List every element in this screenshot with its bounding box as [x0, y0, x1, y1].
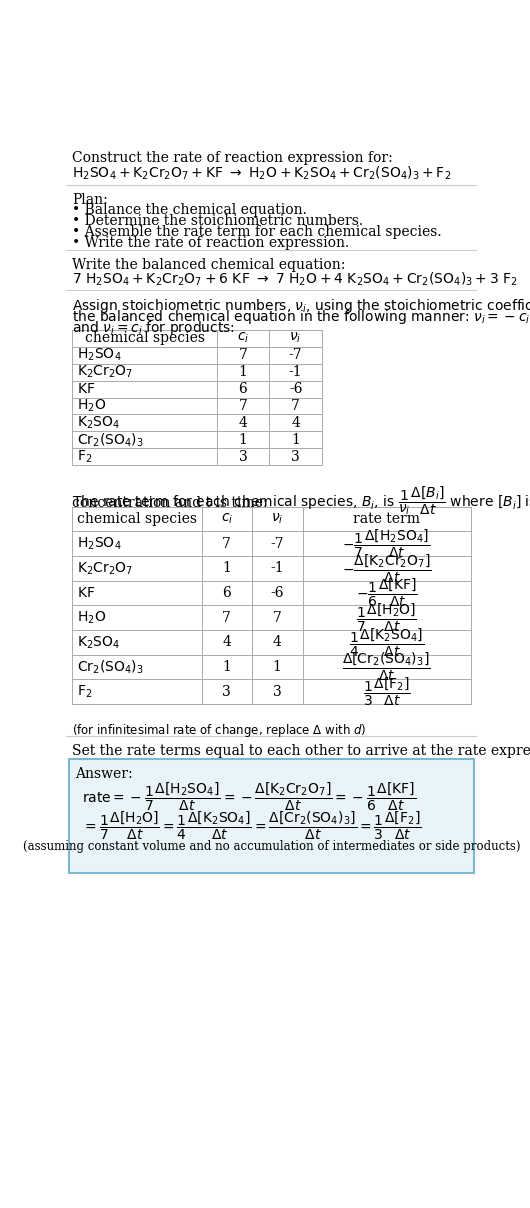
Text: $c_i$: $c_i$ [237, 331, 249, 345]
Text: 1: 1 [291, 432, 300, 447]
Text: chemical species: chemical species [77, 512, 197, 527]
Text: 3: 3 [222, 685, 231, 698]
Text: -1: -1 [289, 365, 303, 379]
Text: the balanced chemical equation in the following manner: $\nu_i = -c_i$ for react: the balanced chemical equation in the fo… [73, 308, 530, 326]
Text: -6: -6 [289, 382, 303, 396]
Text: (assuming constant volume and no accumulation of intermediates or side products): (assuming constant volume and no accumul… [23, 841, 520, 853]
Text: 7: 7 [222, 536, 231, 551]
Text: The rate term for each chemical species, $B_i$, is $\dfrac{1}{\nu_i}\dfrac{\Delt: The rate term for each chemical species,… [73, 483, 530, 517]
Text: $\mathrm{K_2Cr_2O_7}$: $\mathrm{K_2Cr_2O_7}$ [77, 561, 134, 576]
Text: $\mathrm{Cr_2(SO_4)_3}$: $\mathrm{Cr_2(SO_4)_3}$ [77, 658, 144, 675]
Text: 4: 4 [222, 635, 231, 650]
Text: -7: -7 [270, 536, 284, 551]
Text: 7: 7 [238, 348, 248, 362]
Text: $\mathrm{K_2SO_4}$: $\mathrm{K_2SO_4}$ [77, 414, 120, 431]
Text: $-\dfrac{\Delta[\mathrm{K_2Cr_2O_7}]}{\Delta t}$: $-\dfrac{\Delta[\mathrm{K_2Cr_2O_7}]}{\D… [341, 552, 431, 585]
Text: 3: 3 [238, 449, 248, 464]
Text: • Balance the chemical equation.: • Balance the chemical equation. [73, 203, 307, 217]
Text: 6: 6 [238, 382, 248, 396]
Text: 4: 4 [238, 416, 248, 430]
Text: 6: 6 [222, 586, 231, 600]
Text: $\mathrm{H_2SO_4 + K_2Cr_2O_7 + KF\ \rightarrow\ H_2O + K_2SO_4 + Cr_2(SO_4)_3 +: $\mathrm{H_2SO_4 + K_2Cr_2O_7 + KF\ \rig… [73, 165, 452, 182]
Text: chemical species: chemical species [84, 331, 205, 345]
Text: $\mathrm{H_2O}$: $\mathrm{H_2O}$ [77, 397, 107, 414]
Text: 7: 7 [238, 399, 248, 413]
Text: 4: 4 [272, 635, 281, 650]
Text: 7: 7 [291, 399, 300, 413]
Text: 3: 3 [292, 449, 300, 464]
Text: 1: 1 [238, 365, 248, 379]
Text: Assign stoichiometric numbers, $\nu_i$, using the stoichiometric coefficients, $: Assign stoichiometric numbers, $\nu_i$, … [73, 297, 530, 315]
Text: $\mathrm{H_2SO_4}$: $\mathrm{H_2SO_4}$ [77, 347, 122, 364]
Text: $\mathrm{Cr_2(SO_4)_3}$: $\mathrm{Cr_2(SO_4)_3}$ [77, 431, 144, 448]
Text: and $\nu_i = c_i$ for products:: and $\nu_i = c_i$ for products: [73, 319, 235, 337]
Text: $\mathrm{K_2SO_4}$: $\mathrm{K_2SO_4}$ [77, 634, 120, 651]
Text: Plan:: Plan: [73, 193, 108, 207]
Text: Answer:: Answer: [76, 767, 133, 782]
Text: • Determine the stoichiometric numbers.: • Determine the stoichiometric numbers. [73, 214, 364, 228]
Text: -7: -7 [289, 348, 303, 362]
Text: -1: -1 [270, 562, 284, 575]
Text: -6: -6 [270, 586, 284, 600]
Text: 1: 1 [238, 432, 248, 447]
Text: 1: 1 [272, 660, 281, 674]
Text: 7: 7 [222, 611, 231, 625]
Text: $\mathrm{7\ H_2SO_4 + K_2Cr_2O_7 + 6\ KF\ \rightarrow\ 7\ H_2O + 4\ K_2SO_4 + Cr: $\mathrm{7\ H_2SO_4 + K_2Cr_2O_7 + 6\ KF… [73, 271, 518, 288]
Text: $\nu_i$: $\nu_i$ [289, 331, 302, 345]
Text: $\mathrm{K_2Cr_2O_7}$: $\mathrm{K_2Cr_2O_7}$ [77, 364, 134, 381]
Text: $\mathrm{KF}$: $\mathrm{KF}$ [77, 382, 95, 396]
Text: $\dfrac{1}{7}\dfrac{\Delta[\mathrm{H_2O}]}{\Delta t}$: $\dfrac{1}{7}\dfrac{\Delta[\mathrm{H_2O}… [356, 602, 417, 634]
Text: $\mathrm{F_2}$: $\mathrm{F_2}$ [77, 684, 92, 699]
Text: Set the rate terms equal to each other to arrive at the rate expression:: Set the rate terms equal to each other t… [73, 744, 530, 759]
FancyBboxPatch shape [69, 760, 474, 873]
Text: $\mathrm{H_2SO_4}$: $\mathrm{H_2SO_4}$ [77, 535, 122, 552]
Text: $\nu_i$: $\nu_i$ [271, 512, 283, 527]
Text: $= \dfrac{1}{7}\dfrac{\Delta[\mathrm{H_2O}]}{\Delta t} = \dfrac{1}{4}\dfrac{\Del: $= \dfrac{1}{7}\dfrac{\Delta[\mathrm{H_2… [82, 809, 421, 842]
Text: $c_i$: $c_i$ [220, 512, 233, 527]
Text: $\mathrm{KF}$: $\mathrm{KF}$ [77, 586, 95, 600]
Text: Construct the rate of reaction expression for:: Construct the rate of reaction expressio… [73, 151, 393, 165]
Text: • Write the rate of reaction expression.: • Write the rate of reaction expression. [73, 236, 350, 250]
Text: 4: 4 [291, 416, 300, 430]
Text: 1: 1 [222, 660, 231, 674]
Text: concentration and t is time:: concentration and t is time: [73, 496, 268, 510]
Text: $\mathrm{F_2}$: $\mathrm{F_2}$ [77, 448, 92, 465]
Text: $\mathrm{H_2O}$: $\mathrm{H_2O}$ [77, 610, 107, 626]
Text: $-\dfrac{1}{7}\dfrac{\Delta[\mathrm{H_2SO_4}]}{\Delta t}$: $-\dfrac{1}{7}\dfrac{\Delta[\mathrm{H_2S… [342, 528, 430, 561]
Text: 3: 3 [272, 685, 281, 698]
Text: Write the balanced chemical equation:: Write the balanced chemical equation: [73, 259, 346, 272]
Text: $-\dfrac{1}{6}\dfrac{\Delta[\mathrm{KF}]}{\Delta t}$: $-\dfrac{1}{6}\dfrac{\Delta[\mathrm{KF}]… [356, 577, 417, 609]
Text: $\mathrm{rate} = -\dfrac{1}{7}\dfrac{\Delta[\mathrm{H_2SO_4}]}{\Delta t} = -\dfr: $\mathrm{rate} = -\dfrac{1}{7}\dfrac{\De… [82, 780, 416, 813]
Text: rate term: rate term [353, 512, 420, 527]
Text: $\dfrac{\Delta[\mathrm{Cr_2(SO_4)_3}]}{\Delta t}$: $\dfrac{\Delta[\mathrm{Cr_2(SO_4)_3}]}{\… [342, 651, 430, 684]
Text: • Assemble the rate term for each chemical species.: • Assemble the rate term for each chemic… [73, 225, 442, 239]
Text: 7: 7 [272, 611, 281, 625]
Text: $\dfrac{1}{3}\dfrac{\Delta[\mathrm{F_2}]}{\Delta t}$: $\dfrac{1}{3}\dfrac{\Delta[\mathrm{F_2}]… [363, 675, 410, 708]
Text: (for infinitesimal rate of change, replace $\Delta$ with $d$): (for infinitesimal rate of change, repla… [73, 722, 367, 739]
Text: $\dfrac{1}{4}\dfrac{\Delta[\mathrm{K_2SO_4}]}{\Delta t}$: $\dfrac{1}{4}\dfrac{\Delta[\mathrm{K_2SO… [349, 626, 424, 658]
Text: 1: 1 [222, 562, 231, 575]
